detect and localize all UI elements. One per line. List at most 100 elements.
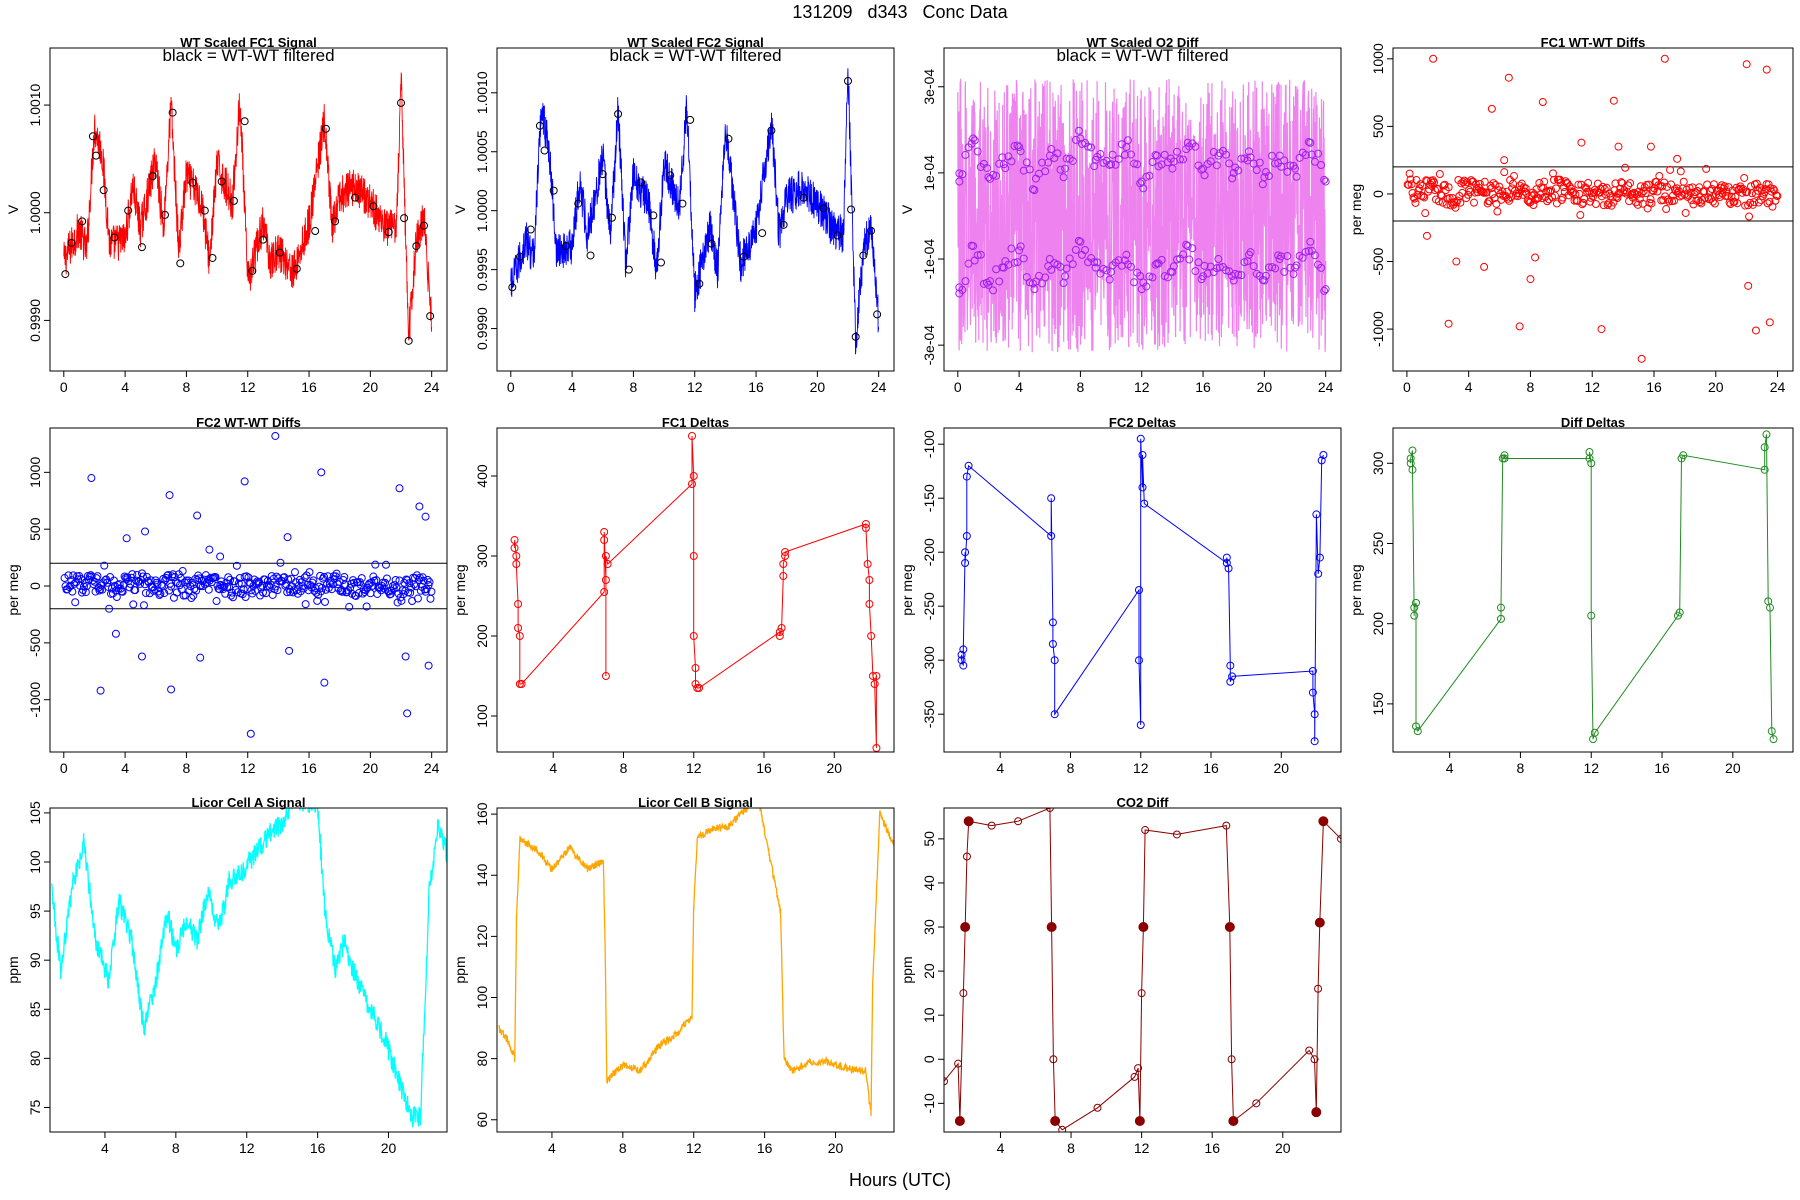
- data-point: [1314, 569, 1323, 578]
- data-point: [600, 536, 609, 544]
- outlier-point: [1597, 325, 1606, 334]
- marker-lower: [1185, 255, 1194, 264]
- data-point: [1765, 603, 1774, 612]
- y-tick-label: 0: [27, 582, 43, 590]
- x-tick-label: 20: [363, 379, 379, 395]
- x-tick-label: 8: [1067, 760, 1075, 776]
- marker-lower: [1306, 237, 1315, 246]
- y-tick-label: 0.9990: [474, 307, 490, 350]
- data-point: [1755, 183, 1764, 192]
- data-point: [1710, 199, 1719, 208]
- data-point: [865, 576, 874, 584]
- outlier-point: [283, 533, 292, 542]
- y-tick-label: 1.0000: [27, 191, 43, 234]
- x-tick-label: 20: [1273, 760, 1289, 776]
- data-point: [163, 571, 172, 580]
- data-point: [1762, 430, 1771, 439]
- data-point: [1597, 192, 1606, 201]
- chart-panel-7: 4 8 12 16 20 -350 -300 -250 -200 -150 -100 per meg F…: [899, 415, 1342, 776]
- data-point: [319, 574, 328, 583]
- y-tick-label: 40: [921, 875, 937, 891]
- marker-wt-wt-filtered: [758, 229, 767, 238]
- data-point: [68, 587, 77, 596]
- data-point: [1500, 451, 1509, 460]
- marker-wt-wt-filtered: [110, 233, 119, 242]
- data-point: [1252, 1099, 1261, 1108]
- marker-lower: [1010, 258, 1019, 267]
- marker-lower: [1234, 270, 1243, 279]
- outlier-point: [424, 661, 433, 670]
- marker-upper: [1321, 177, 1330, 186]
- data-point: [343, 588, 352, 597]
- data-point: [1048, 618, 1057, 627]
- y-tick-label: 0: [1370, 190, 1386, 198]
- y-tick-label: 1000: [27, 457, 43, 488]
- data-point: [1337, 834, 1341, 843]
- marker-wt-wt-filtered: [331, 217, 340, 226]
- data-point: [1404, 180, 1413, 189]
- marker-lower: [1136, 272, 1145, 281]
- data-point: [1430, 178, 1439, 187]
- marker-lower: [1071, 245, 1080, 254]
- x-tick-label: 24: [424, 760, 440, 776]
- marker-wt-wt-filtered: [637, 178, 646, 187]
- marker-wt-wt-filtered: [844, 77, 853, 86]
- marker-wt-wt-filtered: [248, 266, 257, 275]
- data-point: [1681, 208, 1690, 217]
- data-point: [332, 569, 341, 578]
- marker-wt-wt-filtered: [160, 210, 169, 219]
- y-tick-label: 0.9990: [27, 299, 43, 342]
- chart-panel-1: 0 4 8 12 16 20 24 0.9990 1.0000 1.0010 V WT Scaled …: [5, 35, 448, 395]
- marker-lower: [1261, 271, 1270, 280]
- marker-wt-wt-filtered: [767, 126, 776, 135]
- data-point: [309, 576, 318, 585]
- data-point: [391, 576, 400, 585]
- marker-upper: [1212, 161, 1221, 170]
- marker-wt-wt-filtered: [351, 193, 360, 202]
- outlier-point: [1751, 326, 1760, 335]
- data-point: [1740, 173, 1749, 182]
- series-line: [514, 435, 877, 749]
- x-tick-label: 0: [60, 379, 68, 395]
- data-point: [201, 571, 210, 580]
- data-point: [156, 589, 165, 598]
- data-point: [514, 600, 523, 608]
- marker-upper: [1209, 148, 1218, 157]
- marker-upper: [1228, 174, 1237, 183]
- data-point: [1436, 190, 1445, 199]
- data-point: [418, 573, 427, 582]
- plot-frame: [1392, 427, 1794, 753]
- data-point: [1520, 187, 1529, 196]
- marker-wt-wt-filtered: [574, 199, 583, 208]
- data-point: [1658, 182, 1667, 191]
- x-tick-label: 16: [310, 1140, 326, 1156]
- data-point: [204, 585, 213, 594]
- marker-lower: [1304, 247, 1313, 256]
- data-point: [1418, 181, 1427, 190]
- data-point: [317, 587, 326, 596]
- data-point: [1310, 710, 1319, 719]
- data-point: [333, 580, 342, 589]
- marker-upper: [1255, 158, 1264, 167]
- marker-upper: [1283, 167, 1292, 176]
- plot-frame: [49, 427, 448, 753]
- marker-lower: [1074, 236, 1083, 245]
- marker-upper: [973, 147, 982, 156]
- y-tick-label: -1000: [1370, 311, 1386, 347]
- chart-title: WT Scaled O2 Diff: [1087, 35, 1200, 50]
- data-point: [416, 586, 425, 595]
- marker-lower: [984, 280, 993, 289]
- data-point: [779, 572, 788, 580]
- marker-lower: [1102, 266, 1111, 275]
- data-point: [1408, 446, 1417, 455]
- data-point: [1517, 179, 1526, 188]
- data-point: [1140, 499, 1149, 508]
- filled-marker: [963, 816, 974, 827]
- data-point: [1488, 190, 1497, 199]
- data-point: [861, 524, 870, 532]
- marker-wt-wt-filtered: [188, 178, 197, 187]
- data-point: [1569, 188, 1578, 197]
- data-point: [1134, 1064, 1143, 1073]
- outlier-point: [141, 527, 150, 536]
- data-point: [425, 578, 434, 587]
